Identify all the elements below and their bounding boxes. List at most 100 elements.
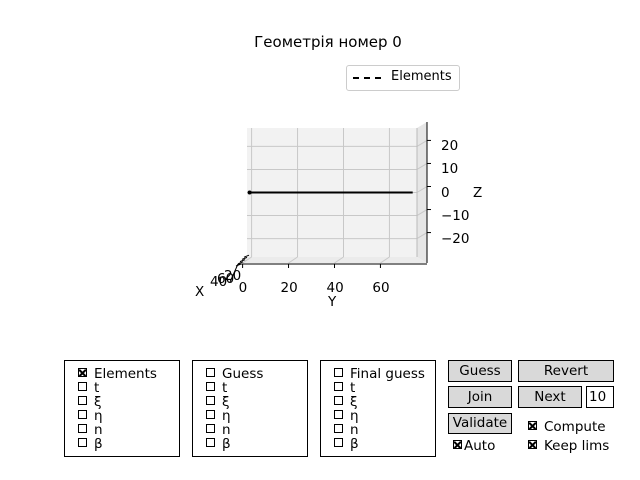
grid-line-side [416,139,428,147]
x-tick-mark [241,256,248,260]
panel-0-option-3[interactable]: η [78,409,103,423]
next-button[interactable]: Next [518,386,582,408]
compute-checkbox-box[interactable] [528,421,537,430]
panel-0-option-4[interactable]: n [78,423,103,437]
checkbox-box[interactable] [206,396,215,405]
checkbox-box[interactable] [206,424,215,433]
checkbox-box[interactable] [78,410,87,419]
x-axis-tick-marks [235,254,250,267]
checkbox-label: n [94,422,103,438]
revert-button[interactable]: Revert [518,360,614,382]
checkbox-box[interactable] [78,424,87,433]
checkbox-label: η [350,408,359,424]
checkbox-box[interactable] [78,438,87,447]
grid-line-side [416,209,428,216]
auto-checkbox[interactable]: Auto [453,438,495,454]
grid-line-floor [288,256,298,264]
z-tick-label: 0 [441,184,450,201]
checkbox-label: β [350,436,359,452]
checkbox-label: n [350,422,359,438]
x-tick-label: 20 [224,268,242,284]
panel-2-option-2[interactable]: ξ [334,395,358,409]
checkbox-box[interactable] [206,368,215,377]
panel-1-option-2[interactable]: ξ [206,395,230,409]
z-tick-label: −20 [441,230,470,247]
grid-line-side [416,232,428,240]
panel-2-option-5[interactable]: β [334,437,359,451]
checkbox-label: ξ [222,394,230,410]
panel-2-option-0[interactable]: Final guess [334,367,425,381]
panel-final-guess: Final guess t ξ η n β [320,360,436,457]
checkbox-label: ξ [350,394,358,410]
panel-2-option-4[interactable]: n [334,423,359,437]
checkbox-box[interactable] [334,368,343,377]
checkbox-label: t [94,380,100,396]
pane-floor [238,257,427,263]
checkbox-box[interactable] [334,438,343,447]
panel-0-option-5[interactable]: β [78,437,103,451]
x-tick-mark [243,254,250,258]
checkbox-label: Final guess [350,366,425,382]
checkbox-box[interactable] [206,438,215,447]
z-tick-label: −10 [441,207,470,224]
y-tick-label: 20 [280,280,298,296]
panel-1-option-3[interactable]: η [206,409,231,423]
auto-checkbox-box[interactable] [453,440,462,449]
checkbox-box[interactable] [334,382,343,391]
checkbox-label: ξ [94,394,102,410]
tick-label-layer: 0 20 40 60 20 10 0 −10 −20 20 40 60 [210,138,470,296]
panel-1-option-4[interactable]: n [206,423,231,437]
x-tick-label: 40 [210,274,228,290]
checkbox-box[interactable] [334,424,343,433]
panel-guess: Guess t ξ η n β [192,360,308,457]
checkbox-box[interactable] [206,410,215,419]
panel-2-option-3[interactable]: η [334,409,359,423]
checkbox-label: η [222,408,231,424]
compute-checkbox[interactable]: Compute [528,419,606,435]
x-tick-mark [237,261,244,265]
panel-1-option-0[interactable]: Guess [206,367,263,381]
legend-entry-elements: Elements [391,69,452,84]
pane-right [417,122,427,263]
checkbox-label: η [94,408,103,424]
plot-title: Геометрія номер 0 [254,33,402,51]
series-layer [247,190,413,195]
checkbox-box[interactable] [78,368,87,377]
axes-3d[interactable] [0,0,640,330]
guess-button[interactable]: Guess [448,360,512,382]
z-axis-tick-marks [427,139,431,234]
checkbox-box[interactable] [78,382,87,391]
panel-2-option-1[interactable]: t [334,381,355,395]
checkbox-label: Elements [94,366,157,382]
panel-0-option-1[interactable]: t [78,381,99,395]
y-tick-label: 60 [372,280,390,296]
checkbox-label: β [94,436,103,452]
z-tick-label: 10 [441,161,459,178]
panel-1-option-5[interactable]: β [206,437,231,451]
keep-lims-checkbox-box[interactable] [528,440,537,449]
auto-checkbox-label: Auto [464,438,496,454]
panel-0-option-2[interactable]: ξ [78,395,102,409]
grid-line-side [416,163,428,170]
panel-0-option-0[interactable]: Elements [78,367,157,381]
z-axis-label: Z [473,185,483,201]
grid-line-floor [334,256,344,264]
z-tick-label: 20 [441,138,459,155]
join-button[interactable]: Join [448,386,512,408]
checkbox-label: β [222,436,231,452]
next-count-field[interactable]: 10 [586,386,614,408]
grid-line-side [416,186,428,193]
keep-lims-checkbox-label: Keep lims [544,438,610,454]
legend-line-sample [353,77,381,79]
panel-1-option-1[interactable]: t [206,381,227,395]
validate-button[interactable]: Validate [448,413,512,434]
grid-line-floor [380,256,390,264]
keep-lims-checkbox[interactable]: Keep lims [528,438,609,454]
checkbox-box[interactable] [78,396,87,405]
checkbox-box[interactable] [334,410,343,419]
checkbox-label: Guess [222,366,264,382]
x-tick-mark [239,259,246,263]
checkbox-label: t [222,380,228,396]
checkbox-box[interactable] [334,396,343,405]
checkbox-box[interactable] [206,382,215,391]
